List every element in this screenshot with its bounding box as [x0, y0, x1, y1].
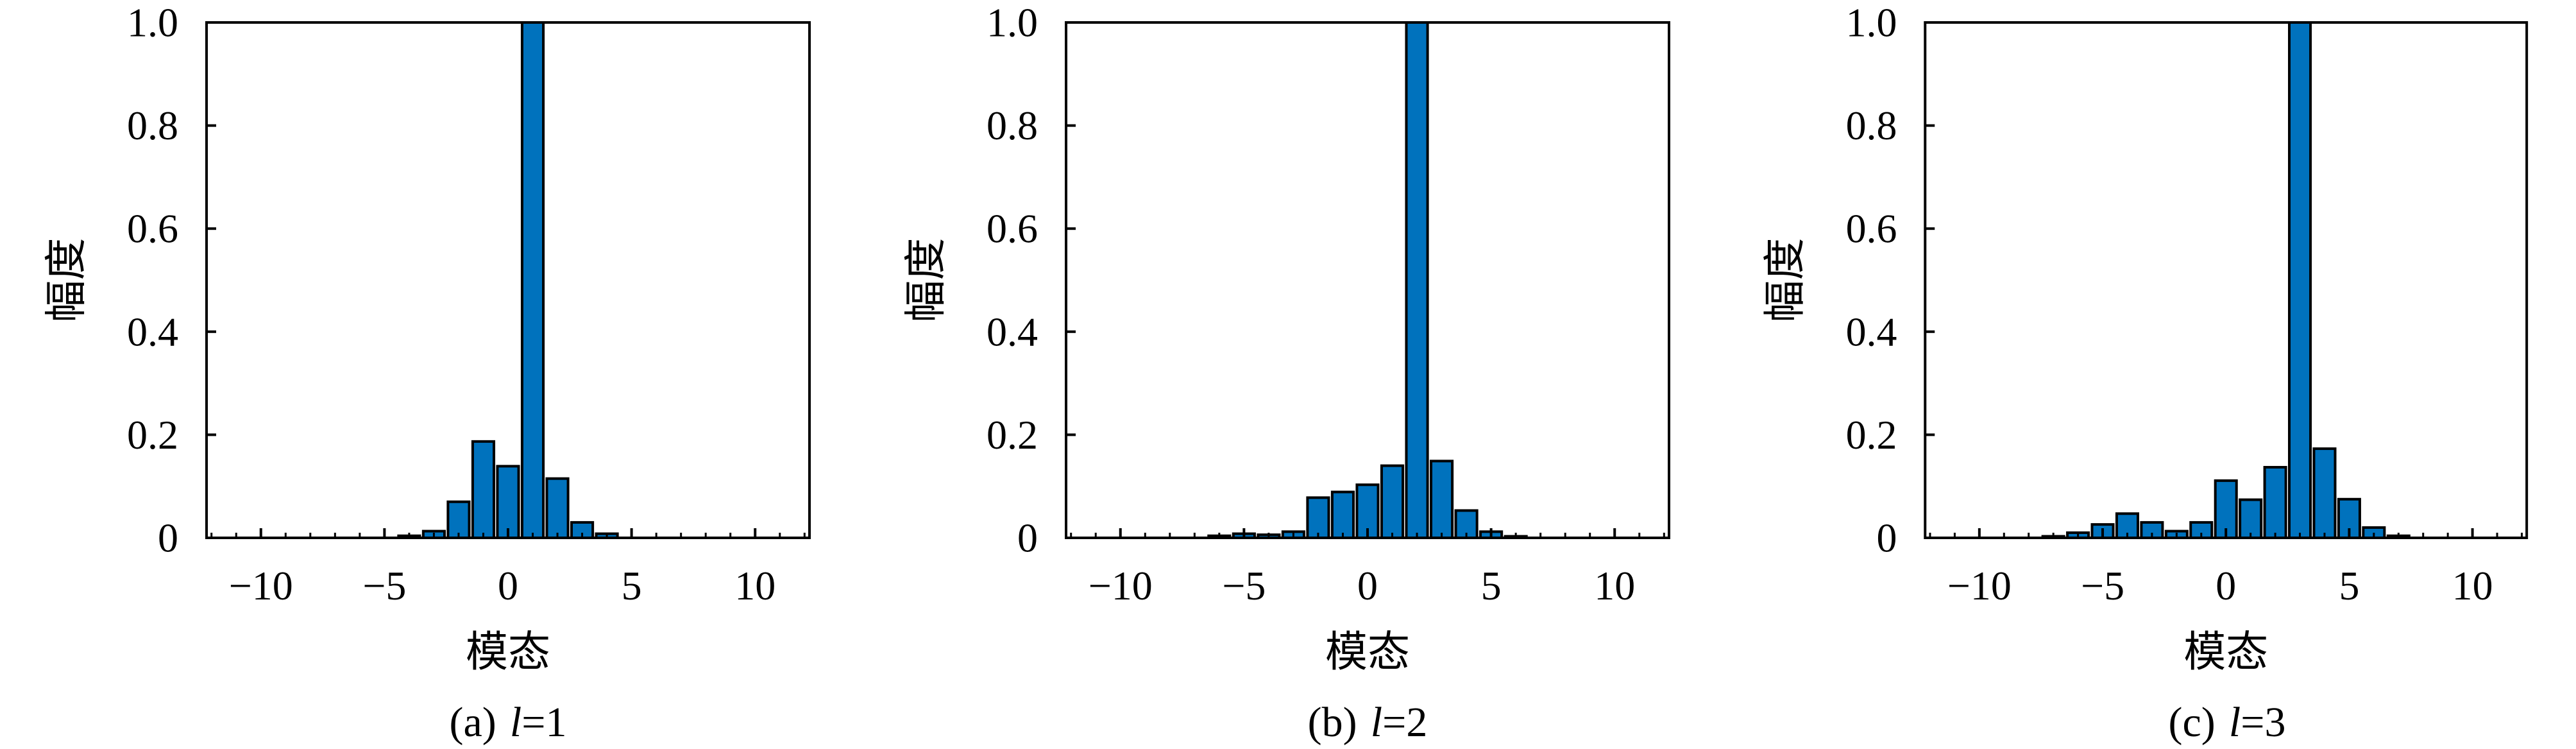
y-tick-label: 0.6 — [987, 206, 1038, 252]
plot-border — [1065, 21, 1670, 539]
bar — [1430, 460, 1454, 539]
x-tick-label: −5 — [362, 563, 406, 608]
chart-caption-a: (a) l=1 — [207, 698, 809, 747]
bar — [2288, 22, 2312, 539]
caption-mode-variable: l — [509, 699, 522, 746]
bar — [2239, 498, 2263, 539]
x-tick-label: −10 — [1947, 563, 2012, 608]
bar — [1405, 22, 1429, 539]
x-tick-label: −5 — [2081, 563, 2124, 608]
bar — [1330, 490, 1355, 539]
y-axis-label: 幅度 — [903, 238, 950, 323]
bar — [2312, 447, 2337, 539]
x-axis-label: 模态 — [1325, 629, 1410, 676]
x-tick-label: 5 — [1481, 563, 1502, 608]
caption-mode-value: =1 — [521, 699, 567, 746]
y-tick-label: 0.2 — [1846, 412, 1897, 458]
y-tick-label: 0.6 — [1846, 206, 1897, 252]
x-tick-label: −10 — [1089, 563, 1153, 608]
bars-group — [1207, 22, 1528, 539]
y-tick-label: 0 — [1017, 515, 1038, 561]
y-tick-label: 0 — [158, 515, 178, 561]
bar — [496, 465, 520, 539]
bars-group — [2041, 22, 2411, 539]
y-tick-label: 0.6 — [127, 206, 178, 252]
caption-panel-label: (a) — [449, 699, 496, 746]
y-axis-label: 幅度 — [44, 238, 90, 323]
bar-chart-a: −10 −5 0 5 10 0 0.2 0.4 0.6 0.8 1.0 模态 幅度 — [44, 0, 811, 676]
y-tick-label: 0 — [1876, 515, 1897, 560]
bar — [545, 477, 570, 539]
x-tick-label: 5 — [2339, 563, 2359, 608]
subplot-a: −10 −5 0 5 10 0 0.2 0.4 0.6 0.8 1.0 模态 幅度 (a) l=1 — [0, 0, 859, 749]
y-tick-label: 0.2 — [127, 412, 178, 458]
caption-panel-label: (b) — [1307, 699, 1357, 746]
axes-group — [205, 21, 811, 539]
bar — [446, 500, 471, 539]
caption-mode-variable: l — [2228, 699, 2241, 746]
x-tick-label: 10 — [734, 563, 775, 608]
x-tick-label: −5 — [1222, 563, 1266, 608]
plot-border — [205, 21, 811, 539]
axes-group — [1924, 21, 2529, 539]
subplot-c: −10 −5 0 5 10 0 0.2 0.4 0.6 0.8 1.0 模态 幅度 (c) l=3 — [1719, 0, 2576, 749]
y-tick-label: 0.4 — [987, 309, 1038, 354]
bar — [471, 440, 496, 539]
x-tick-label: 0 — [2216, 563, 2236, 608]
caption-mode-variable: l — [1370, 699, 1383, 746]
caption-mode-value: =3 — [2241, 699, 2286, 746]
y-tick-label: 1.0 — [1846, 0, 1897, 46]
bar-chart-b: −10 −5 0 5 10 0 0.2 0.4 0.6 0.8 1.0 模态 幅度 — [903, 0, 1670, 676]
y-tick-label: 1.0 — [127, 0, 178, 46]
y-tick-label: 0.4 — [1846, 309, 1897, 354]
bar — [1306, 496, 1330, 539]
x-axis-label: 模态 — [2183, 629, 2268, 676]
bars-group — [397, 22, 619, 539]
axes-group — [1065, 21, 1670, 539]
y-tick-label: 0.4 — [127, 309, 178, 354]
bar-chart-c: −10 −5 0 5 10 0 0.2 0.4 0.6 0.8 1.0 模态 幅度 — [1762, 0, 2529, 676]
caption-mode-value: =2 — [1382, 699, 1428, 746]
subplot-b: −10 −5 0 5 10 0 0.2 0.4 0.6 0.8 1.0 模态 幅度 (b) l=2 — [860, 0, 1718, 749]
x-axis-label: 模态 — [466, 629, 550, 676]
y-axis-label: 幅度 — [1762, 238, 1809, 323]
x-tick-label: 10 — [1594, 563, 1635, 608]
y-tick-label: 0.8 — [1846, 103, 1897, 148]
chart-caption-b: (b) l=2 — [1066, 698, 1669, 747]
x-tick-label: 0 — [1357, 563, 1378, 608]
bar — [2263, 465, 2287, 539]
y-tick-label: 0.2 — [987, 412, 1038, 458]
x-tick-label: 5 — [622, 563, 642, 608]
y-tick-label: 0.8 — [127, 103, 178, 148]
x-tick-label: 10 — [2452, 563, 2493, 608]
bar — [1355, 483, 1380, 539]
chart-caption-c: (c) l=3 — [1926, 698, 2529, 747]
y-tick-label: 0.8 — [987, 103, 1038, 148]
bar — [520, 22, 545, 539]
x-tick-label: −10 — [229, 563, 293, 608]
plot-border — [1924, 21, 2529, 539]
y-tick-label: 1.0 — [987, 0, 1038, 46]
bar — [1380, 464, 1405, 539]
bar — [2140, 521, 2164, 539]
x-tick-label: 0 — [498, 563, 518, 608]
caption-panel-label: (c) — [2168, 699, 2216, 746]
